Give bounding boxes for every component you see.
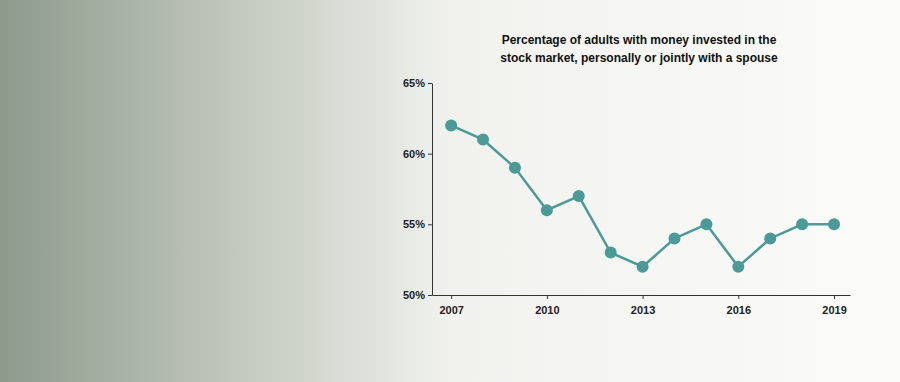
x-tick: 2010: [535, 295, 559, 316]
point: [573, 190, 585, 202]
point: [669, 232, 681, 244]
point: [605, 247, 617, 259]
tick-label: 2013: [631, 304, 655, 316]
series: [445, 119, 840, 272]
point: [796, 218, 808, 230]
tick-label: 2007: [439, 304, 463, 316]
x-tick: 2013: [631, 295, 655, 316]
x-tick: 2019: [822, 295, 846, 316]
tick-mark: [738, 295, 739, 299]
tick-mark: [428, 83, 432, 84]
y-tick: 65%: [403, 77, 432, 89]
point: [509, 162, 521, 174]
tick-mark: [834, 295, 835, 299]
point: [541, 204, 553, 216]
point: [764, 232, 776, 244]
tick-label: 55%: [403, 218, 425, 230]
point: [445, 119, 457, 131]
plot: 50% 55% 60% 65% 2007 2010 2013 2016 2019: [403, 77, 851, 316]
tick-mark: [428, 295, 432, 296]
y-tick: 60%: [403, 148, 432, 160]
background-photo: [0, 0, 900, 382]
title-line: Percentage of adults with money invested…: [502, 33, 777, 47]
tick-mark: [428, 224, 432, 225]
tick-label: 2010: [535, 304, 559, 316]
chart: 50% 55% 60% 65% 2007 2010 2013 2016 2019 Percenta…: [0, 0, 900, 382]
tick-mark: [451, 295, 452, 299]
point: [828, 218, 840, 230]
x-tick: 2007: [439, 295, 463, 316]
tick-mark: [547, 295, 548, 299]
y-tick: 55%: [403, 218, 432, 230]
x-tick: 2016: [727, 295, 751, 316]
tick-label: 2016: [727, 304, 751, 316]
tick-label: 65%: [403, 77, 425, 89]
point: [732, 261, 744, 273]
point: [700, 218, 712, 230]
line: [451, 125, 834, 266]
tick-label: 2019: [822, 304, 846, 316]
tick-mark: [643, 295, 644, 299]
axis-line: [433, 295, 851, 296]
title: Percentage of adults with money invested…: [500, 33, 778, 65]
tick-label: 50%: [403, 289, 425, 301]
point: [477, 134, 489, 146]
tick-mark: [428, 154, 432, 155]
axis-line: [432, 84, 433, 296]
title-line: stock market, personally or jointly with…: [500, 51, 778, 65]
y-tick: 50%: [403, 289, 432, 301]
point: [637, 261, 649, 273]
x-axis: 2007 2010 2013 2016 2019: [433, 295, 851, 316]
tick-label: 60%: [403, 148, 425, 160]
y-axis: 50% 55% 60% 65%: [403, 77, 433, 301]
